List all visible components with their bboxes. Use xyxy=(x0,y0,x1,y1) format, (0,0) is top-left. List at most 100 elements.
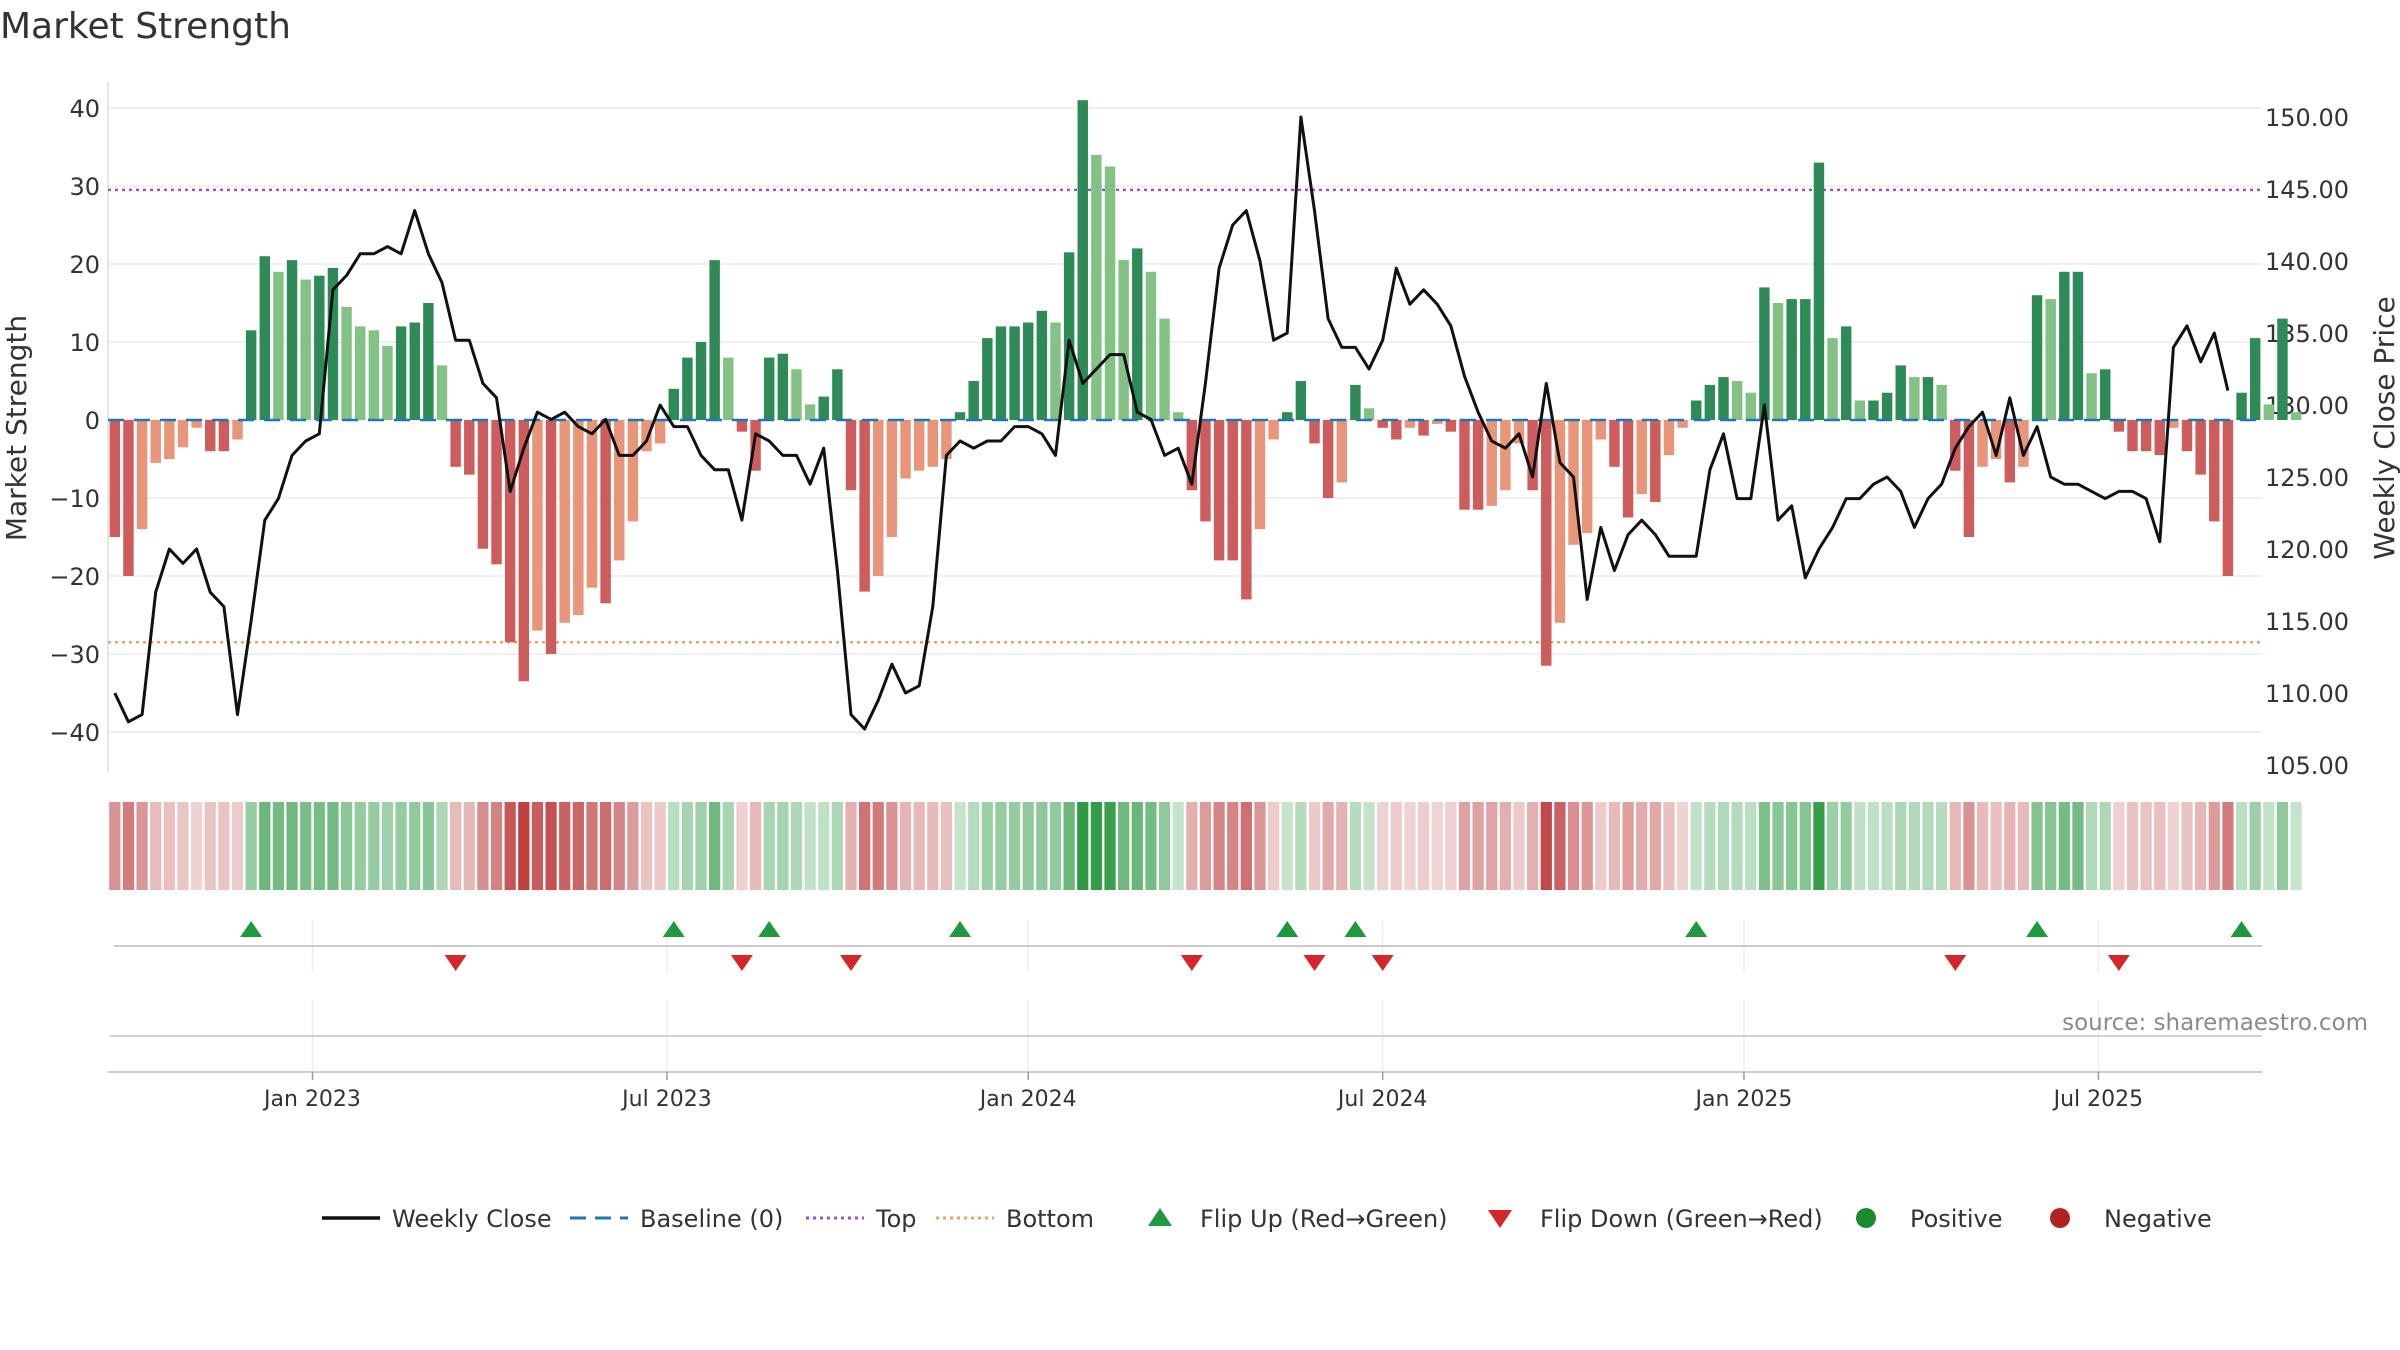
heat-strip-cell xyxy=(640,802,653,890)
heat-strip-cell xyxy=(2126,802,2139,890)
x-tick-label: Jul 2025 xyxy=(2052,1087,2144,1112)
strength-bar xyxy=(1159,318,1170,420)
y2-tick-label: 140.00 xyxy=(2265,248,2349,276)
heat-strip-cell xyxy=(2167,802,2180,890)
heat-strip-cell xyxy=(2235,802,2248,890)
y-tick-label: 20 xyxy=(69,251,100,279)
legend-item: Positive xyxy=(1856,1205,2003,1233)
heat-strip-cell xyxy=(368,802,380,890)
strength-bar xyxy=(1622,420,1634,518)
strength-bar xyxy=(477,420,489,549)
heat-strip-cell xyxy=(845,802,857,890)
heat-strip-cell xyxy=(190,802,203,890)
heat-strip-cell xyxy=(777,802,789,890)
strength-bar xyxy=(1050,322,1061,420)
strength-bar xyxy=(1322,420,1334,498)
heat-strip-cell xyxy=(2154,802,2166,890)
legend-item: Top xyxy=(806,1205,917,1233)
heat-strip-cell xyxy=(627,802,639,890)
heat-strip-cell xyxy=(1622,802,1634,890)
strength-bar xyxy=(2290,412,2302,420)
heat-strip-cell xyxy=(122,802,135,890)
heat-strip-cell xyxy=(450,802,462,890)
strength-bar xyxy=(927,420,939,467)
flip-up-marker xyxy=(949,921,972,937)
strength-bar xyxy=(286,260,298,420)
y-axis-title: Market Strength xyxy=(0,315,33,541)
heat-strip-cell xyxy=(1608,802,1621,890)
strength-bar xyxy=(2100,369,2111,420)
strength-bar xyxy=(368,330,380,420)
heat-strip-cell xyxy=(1213,802,1225,890)
heat-strip-cell xyxy=(2031,802,2043,890)
strength-bar xyxy=(314,275,325,420)
heat-strip-cell xyxy=(709,802,721,890)
strength-bar xyxy=(763,357,775,420)
strength-bar xyxy=(2195,420,2206,475)
heat-strip-cell xyxy=(1513,802,1525,890)
strength-bar xyxy=(2249,338,2261,420)
heat-strip-cell xyxy=(599,802,612,890)
heat-strip-cell xyxy=(1554,802,1566,890)
strength-bar xyxy=(600,420,611,604)
heat-strip-cell xyxy=(313,802,325,890)
strength-bar xyxy=(136,420,148,530)
strength-bar xyxy=(1691,400,1702,420)
strength-bar xyxy=(668,388,679,420)
strength-bar xyxy=(1459,420,1470,510)
heat-strip-cell xyxy=(1417,802,1430,890)
legend-label: Negative xyxy=(2104,1205,2212,1233)
heat-strip-cell xyxy=(1799,802,1811,890)
strength-bar xyxy=(1800,299,1811,420)
strength-bar xyxy=(695,342,707,420)
strength-bar xyxy=(559,420,570,623)
strength-bar xyxy=(327,267,339,420)
strength-bar xyxy=(1650,420,1661,502)
legend-label: Top xyxy=(875,1205,917,1233)
heat-strip-cell xyxy=(545,802,557,890)
strength-bar xyxy=(545,420,557,654)
flip-up-marker xyxy=(1276,921,1299,937)
y2-tick-label: 110.00 xyxy=(2265,680,2349,708)
heat-strip-cell xyxy=(968,802,980,890)
heat-strip-cell xyxy=(818,802,830,890)
source-credit: source: sharemaestro.com xyxy=(2062,1010,2368,1036)
strength-bar xyxy=(1718,377,1729,420)
strength-bar xyxy=(218,420,230,452)
heat-strip-cell xyxy=(695,802,707,890)
y2-tick-label: 125.00 xyxy=(2265,464,2349,492)
heat-strip-cell xyxy=(2072,802,2084,890)
heat-strip-cell xyxy=(1772,802,1784,890)
heat-strip-cell xyxy=(1936,802,1948,890)
legend-item: Flip Down (Green→Red) xyxy=(1488,1205,1823,1233)
strength-bar xyxy=(1990,420,2002,459)
x-tick-label: Jul 2024 xyxy=(1336,1087,1428,1112)
heat-strip-cell xyxy=(1254,802,1266,890)
flip-down-marker xyxy=(839,955,862,971)
heat-strip-cell xyxy=(300,802,312,890)
heat-strip-cell xyxy=(136,802,148,890)
strength-bar xyxy=(2222,420,2234,576)
heat-strip-cell xyxy=(1540,802,1552,890)
strength-bar xyxy=(791,369,802,420)
heat-strip-cell xyxy=(2276,802,2289,890)
heat-strip-cell xyxy=(940,802,953,890)
strength-bar xyxy=(913,420,925,471)
heat-strip-cell xyxy=(899,802,912,890)
strength-bar xyxy=(436,365,448,420)
strength-bar xyxy=(1350,384,1361,420)
strength-bar xyxy=(968,381,979,420)
legend-label: Bottom xyxy=(1006,1205,1094,1233)
heat-strip-cell xyxy=(245,802,257,890)
strength-bar xyxy=(859,420,870,592)
strength-bar xyxy=(1486,420,1497,506)
strength-bar xyxy=(2127,420,2138,452)
strength-bar xyxy=(845,420,857,491)
strength-bar xyxy=(395,326,407,420)
heat-strip-cell xyxy=(150,802,162,890)
heat-strip-cell xyxy=(1595,802,1607,890)
flip-up-marker xyxy=(240,921,263,937)
heat-strip-cell xyxy=(409,802,421,890)
heat-strip-cell xyxy=(1881,802,1893,890)
